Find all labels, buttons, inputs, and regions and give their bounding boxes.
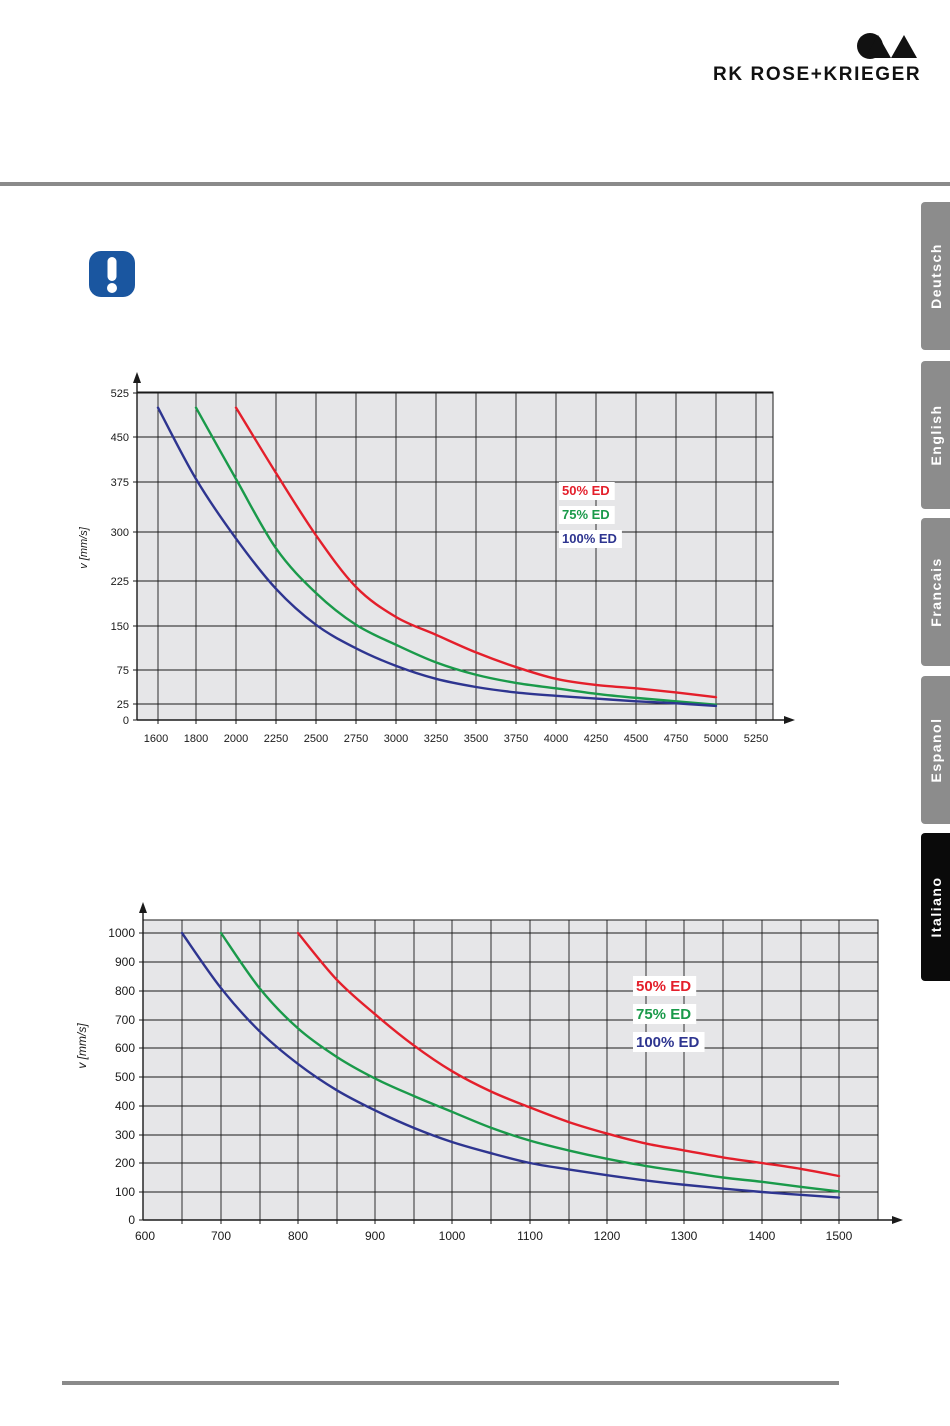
y-tick-label: 900: [115, 955, 135, 969]
y-tick-label: 450: [111, 432, 129, 444]
x-tick-label: 5000: [704, 733, 728, 745]
legend-background: [559, 482, 615, 500]
x-tick-label: 1000: [439, 1229, 466, 1243]
x-tick-label: 4750: [664, 733, 688, 745]
series-line: [156, 406, 718, 708]
tab-english[interactable]: English: [921, 361, 950, 509]
tab-espanol[interactable]: Espanol: [921, 676, 950, 824]
x-tick-label: 3000: [384, 733, 408, 745]
rk-logo-mark: [857, 33, 917, 59]
series-line: [234, 406, 718, 699]
x-tick-label: 3750: [504, 733, 528, 745]
y-axis-title: v [mm/s]: [78, 526, 90, 568]
x-tick-label: 4250: [584, 733, 608, 745]
x-tick-label: 3250: [424, 733, 448, 745]
brand-name: RK ROSE+KRIEGER: [713, 64, 922, 85]
x-tick-label: 900: [365, 1229, 385, 1243]
legend-label: 50% ED: [636, 978, 691, 995]
y-tick-label: 700: [115, 1013, 135, 1027]
legend-label: 75% ED: [636, 1006, 691, 1023]
series-line: [180, 931, 841, 1199]
footer-divider: [62, 1381, 839, 1385]
x-axis-arrow: [892, 1216, 903, 1224]
y-axis-arrow: [133, 372, 141, 383]
x-axis-arrow: [784, 716, 795, 724]
y-tick-label: 100: [115, 1185, 135, 1199]
x-tick-label: 2250: [264, 733, 288, 745]
legend-label: 50% ED: [562, 483, 610, 498]
x-tick-label: 1300: [671, 1229, 698, 1243]
x-tick-label: 600: [135, 1229, 155, 1243]
x-tick-label: 1200: [594, 1229, 621, 1243]
x-tick-label: 700: [211, 1229, 231, 1243]
y-tick-label: 150: [111, 621, 129, 633]
legend-label: 100% ED: [562, 531, 617, 546]
y-tick-label: 525: [111, 388, 129, 400]
x-tick-label: 3500: [464, 733, 488, 745]
legend-background: [633, 1032, 705, 1052]
series-line: [194, 406, 718, 706]
y-tick-label: 400: [115, 1099, 135, 1113]
plot-area: [142, 919, 879, 1221]
x-tick-label: 1600: [144, 733, 168, 745]
speed-chart-1: 0 25 75 150 225 300 375 450 525 1600 1800 2000 2250 2…: [78, 372, 795, 745]
y-tick-label: 500: [115, 1070, 135, 1084]
legend-background: [559, 506, 615, 524]
x-tick-label: 4000: [544, 733, 568, 745]
tab-label: Deutsch: [927, 243, 944, 309]
x-tick-label: 2500: [304, 733, 328, 745]
y-tick-label: 300: [115, 1128, 135, 1142]
legend-label: 75% ED: [562, 507, 610, 522]
y-axis-title: v [mm/s]: [75, 1023, 89, 1069]
y-tick-label: 600: [115, 1041, 135, 1055]
plot-area: [136, 391, 774, 721]
y-tick-label: 300: [111, 527, 129, 539]
x-tick-label: 1100: [517, 1229, 543, 1243]
y-tick-label: 225: [111, 576, 129, 588]
y-tick-label: 800: [115, 984, 135, 998]
tab-italiano[interactable]: Italiano: [921, 833, 950, 981]
y-tick-label: 200: [115, 1156, 135, 1170]
y-tick-label: 25: [117, 699, 129, 711]
y-tick-label: 1000: [108, 926, 135, 940]
tab-deutsch[interactable]: Deutsch: [921, 202, 950, 350]
y-axis-arrow: [139, 902, 147, 913]
header-divider: [0, 182, 950, 186]
x-tick-label: 2750: [344, 733, 368, 745]
legend-label: 100% ED: [636, 1034, 700, 1051]
exclamation-icon: [89, 251, 135, 297]
series-line: [296, 931, 841, 1178]
y-tick-label: 75: [117, 665, 129, 677]
y-tick-label: 375: [111, 477, 129, 489]
legend-background: [633, 976, 697, 996]
x-tick-label: 2000: [224, 733, 248, 745]
x-tick-label: 1800: [184, 733, 208, 745]
x-tick-label: 4500: [624, 733, 648, 745]
legend-background: [559, 530, 622, 548]
y-tick-label: 0: [128, 1213, 135, 1227]
speed-chart-2: 0 100 200 300 400 500 600 700 800 900 1000 600 700 80…: [75, 902, 903, 1243]
x-tick-label: 1400: [749, 1229, 776, 1243]
legend-background: [633, 1004, 697, 1024]
x-tick-label: 800: [288, 1229, 308, 1243]
x-tick-label: 1500: [826, 1229, 853, 1243]
tab-francais[interactable]: Francais: [921, 518, 950, 666]
series-line: [219, 931, 841, 1193]
x-tick-label: 5250: [744, 733, 768, 745]
y-tick-label: 0: [123, 715, 129, 727]
